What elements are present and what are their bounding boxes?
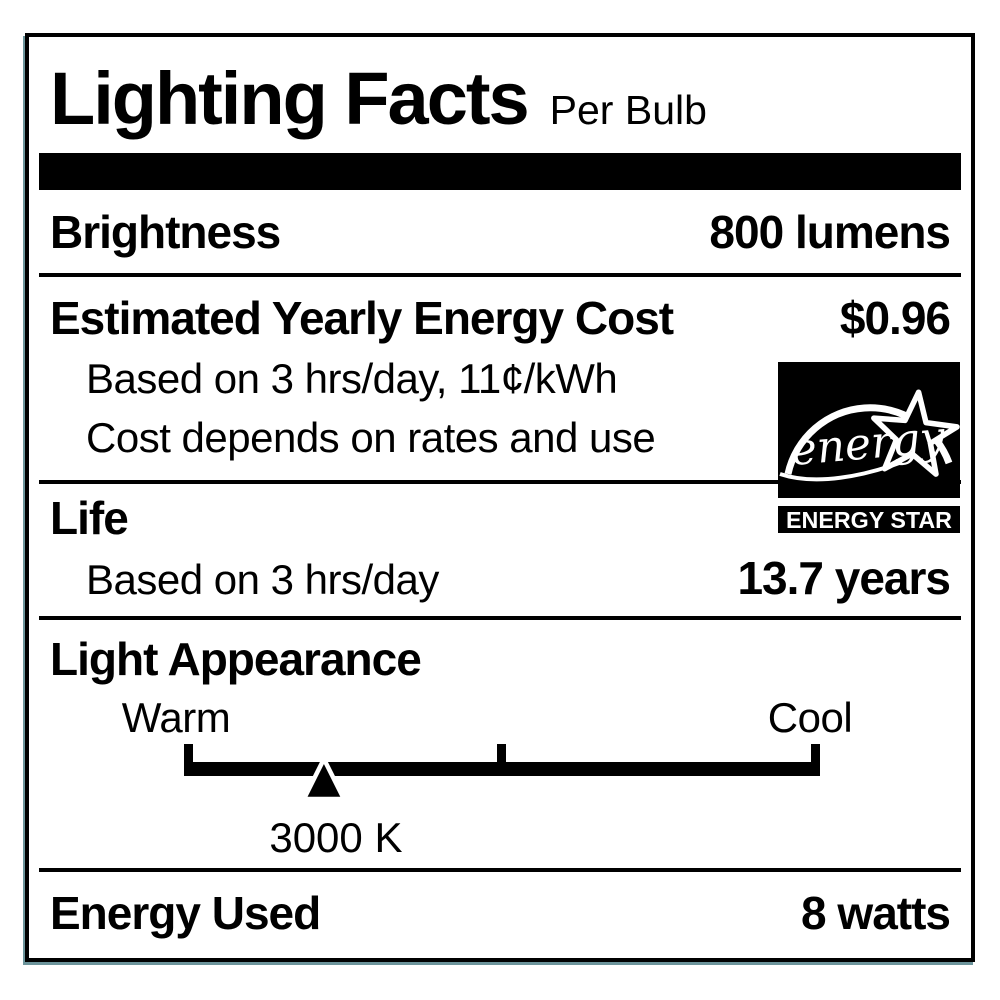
energy-star-logo: energy ENERGY STAR: [778, 362, 960, 533]
cool-label: Cool: [767, 693, 853, 741]
warm-label: Warm: [121, 693, 231, 741]
energy-cost-value: $0.96: [839, 291, 951, 344]
energy-star-band: [778, 506, 960, 533]
scale-right-tick: [811, 743, 820, 776]
color-temperature-scale: Warm Cool 3000 K: [50, 692, 950, 862]
energy-used-value: 8 watts: [801, 886, 951, 939]
energy-used-label: Energy Used: [50, 886, 321, 939]
title-row: Lighting Facts Per Bulb: [50, 59, 950, 139]
life-value: 13.7 years: [737, 552, 951, 605]
star-icon: [871, 389, 960, 477]
scale-middle-tick: [497, 743, 506, 776]
divider: [39, 615, 961, 620]
brightness-label: Brightness: [50, 205, 281, 258]
divider: [39, 867, 961, 872]
color-temp-marker: [300, 753, 348, 801]
color-temp-scale-graphic: [184, 743, 820, 801]
energy-cost-basis-note: Based on 3 hrs/day, 11¢/kWh: [86, 354, 618, 402]
brightness-row: Brightness 800 lumens: [50, 203, 951, 263]
divider: [39, 272, 961, 277]
page-title: Lighting Facts: [50, 57, 530, 140]
color-temp-value: 3000 K: [269, 813, 403, 861]
energy-cost-row: Estimated Yearly Energy Cost $0.96: [50, 289, 951, 349]
scale-bar: [184, 761, 820, 776]
life-row: Based on 3 hrs/day 13.7 years: [50, 549, 951, 610]
energy-cost-label: Estimated Yearly Energy Cost: [50, 291, 674, 344]
scale-left-tick: [184, 743, 193, 776]
life-basis-note: Based on 3 hrs/day: [86, 556, 439, 604]
energy-used-row: Energy Used 8 watts: [50, 884, 951, 944]
lighting-facts-label: Lighting Facts Per Bulb Brightness 800 l…: [25, 33, 975, 962]
light-appearance-label: Light Appearance: [50, 632, 422, 685]
per-bulb-subtitle: Per Bulb: [549, 87, 707, 133]
life-label: Life: [50, 491, 129, 544]
energy-cost-disclaimer-note: Cost depends on rates and use: [86, 414, 656, 462]
divider: [39, 479, 961, 484]
energy-star-band-text: ENERGY STAR: [786, 507, 952, 533]
header-bar: [39, 152, 961, 190]
brightness-value: 800 lumens: [709, 205, 951, 258]
